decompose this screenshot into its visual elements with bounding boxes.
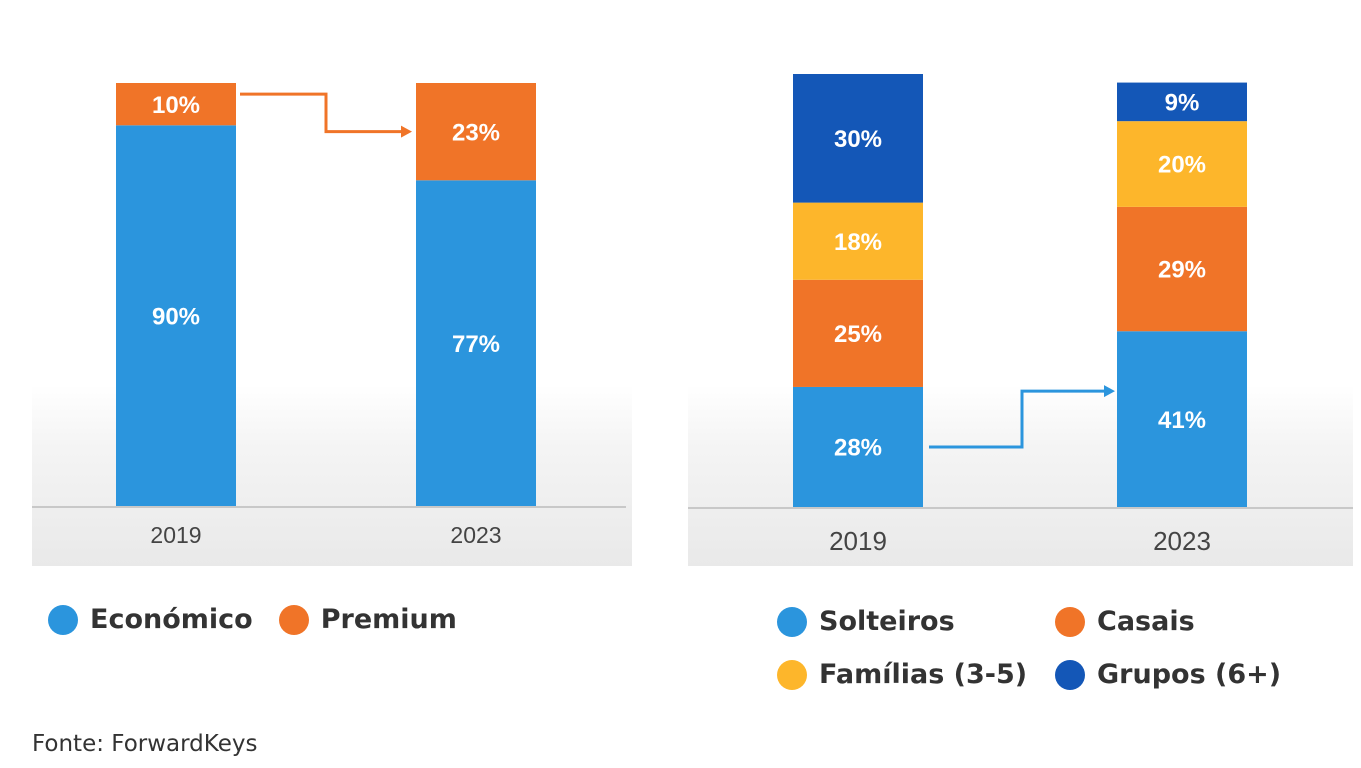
bar-segment-casais-2023 bbox=[1117, 206, 1247, 332]
legend-item-familias: Famílias (3-5) bbox=[777, 659, 1055, 690]
data-label-grupos-6-2019: 30% bbox=[834, 126, 882, 153]
connector-arrow-head bbox=[1104, 385, 1115, 398]
bar-segment-premium-2019 bbox=[116, 83, 236, 126]
left-chart-panel: 90% 10% 2019 77% 23% 2023 bbox=[32, 0, 632, 566]
x-tick-label-2019: 2019 bbox=[150, 522, 201, 548]
bar-segment-grupos-6-2019 bbox=[793, 74, 923, 203]
x-tick-label-2019: 2019 bbox=[829, 526, 887, 556]
legend-label: Premium bbox=[320, 604, 457, 635]
group-size-chart: 28% 25% 18% 30% 2019 41% 29% 20% 9% 2023 bbox=[688, 74, 1353, 556]
legend-label: Famílias (3-5) bbox=[819, 659, 1028, 690]
legend-item-solteiros: Solteiros bbox=[777, 606, 1055, 637]
data-label-premium-2023: 23% bbox=[452, 119, 500, 146]
bar-segment-grupos-6-2023 bbox=[1117, 82, 1247, 122]
data-label-casais-2023: 29% bbox=[1158, 257, 1206, 284]
legend-travel-class: Económico Premium bbox=[48, 604, 483, 635]
legend-swatch bbox=[278, 604, 309, 635]
legend-label: Económico bbox=[90, 604, 253, 635]
legend-swatch bbox=[777, 659, 807, 690]
data-label-casais-2019: 25% bbox=[834, 321, 882, 348]
legend-label: Casais bbox=[1097, 606, 1195, 637]
bar-segment-casais-2019 bbox=[793, 279, 923, 387]
bar-segment-familias-3-5-2019 bbox=[793, 202, 923, 280]
data-label-familias-3-5-2023: 20% bbox=[1158, 152, 1206, 179]
connector-arrow-head bbox=[401, 125, 412, 138]
bar-segment-premium-2023 bbox=[416, 83, 536, 181]
legend-swatch bbox=[1055, 606, 1085, 637]
data-label-familias-3-5-2019: 18% bbox=[834, 229, 882, 256]
bar-segment-economico-2019 bbox=[116, 125, 236, 507]
legend-label: Solteiros bbox=[819, 606, 955, 637]
data-label-premium-2019: 10% bbox=[152, 92, 200, 119]
legend-swatch bbox=[777, 606, 807, 637]
data-label-solteiros-2023: 41% bbox=[1158, 407, 1206, 434]
data-label-solteiros-2019: 28% bbox=[834, 435, 882, 462]
connector-arrow-line bbox=[240, 92, 404, 134]
bar-segment-solteiros-2023 bbox=[1117, 331, 1247, 507]
legend-label: Grupos (6+) bbox=[1097, 659, 1282, 690]
legend-swatch bbox=[48, 604, 78, 635]
data-label-grupos-6-2023: 9% bbox=[1165, 90, 1200, 117]
legend-swatch bbox=[1055, 659, 1085, 690]
legend-item-economico: Económico bbox=[48, 604, 253, 635]
right-chart-panel: 28% 25% 18% 30% 2019 41% 29% 20% 9% 2023 bbox=[688, 0, 1353, 566]
x-tick-label-2023: 2023 bbox=[450, 522, 501, 548]
bar-segment-solteiros-2019 bbox=[793, 386, 923, 507]
legend-item-premium: Premium bbox=[278, 604, 457, 635]
bar-segment-economico-2023 bbox=[416, 180, 536, 507]
connector-arrow-line bbox=[929, 389, 1107, 449]
travel-class-chart: 90% 10% 2019 77% 23% 2023 bbox=[32, 83, 626, 548]
data-label-economico-2019: 90% bbox=[152, 303, 200, 330]
legend-item-casais: Casais bbox=[1055, 606, 1295, 637]
x-tick-label-2023: 2023 bbox=[1153, 526, 1211, 556]
legend-group-size: Solteiros Casais Famílias (3-5) Grupos (… bbox=[777, 606, 1295, 690]
bar-segment-familias-3-5-2023 bbox=[1117, 121, 1247, 207]
source-note: Fonte: ForwardKeys bbox=[32, 731, 258, 757]
legend-item-grupos: Grupos (6+) bbox=[1055, 659, 1295, 690]
data-label-economico-2023: 77% bbox=[452, 331, 500, 358]
